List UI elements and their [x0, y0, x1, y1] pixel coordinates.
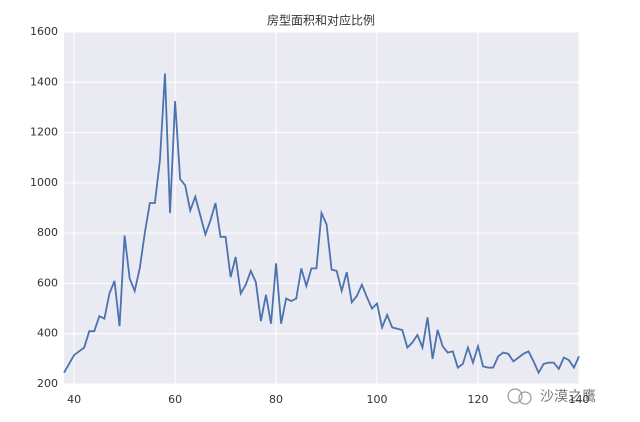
watermark-icon: [507, 388, 532, 405]
x-tick-label: 60: [168, 393, 182, 406]
x-tick-label: 120: [468, 393, 489, 406]
watermark: 沙漠之鹰: [540, 389, 596, 405]
x-tick-label: 40: [67, 393, 81, 406]
x-tick-label: 140: [569, 393, 590, 406]
y-tick-label: 1000: [30, 176, 58, 189]
data-line: [63, 73, 580, 375]
y-tick-label: 600: [37, 276, 58, 289]
plot-area: [64, 32, 579, 384]
y-tick-label: 1400: [30, 75, 58, 88]
y-tick-label: 1200: [30, 126, 58, 139]
chart-title: 房型面积和对应比例: [267, 13, 375, 28]
y-tick-label: 400: [37, 327, 58, 340]
y-tick-label: 200: [37, 377, 58, 390]
y-tick-label: 1600: [30, 25, 58, 38]
x-tick-label: 100: [367, 393, 388, 406]
y-tick-label: 800: [37, 226, 58, 239]
x-tick-label: 80: [269, 393, 283, 406]
